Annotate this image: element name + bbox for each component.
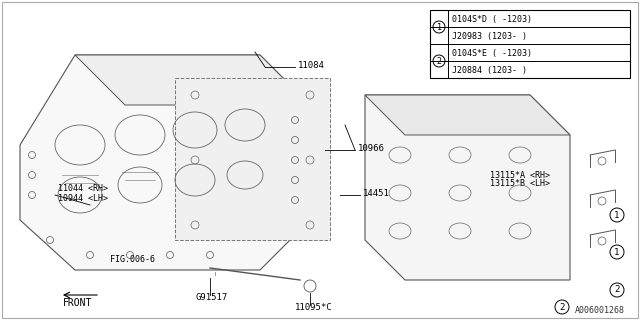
Text: 2: 2 bbox=[614, 285, 620, 294]
Polygon shape bbox=[20, 55, 310, 270]
Text: 0104S*D ( -1203): 0104S*D ( -1203) bbox=[452, 15, 532, 24]
Text: 10944 <LH>: 10944 <LH> bbox=[58, 194, 108, 203]
Polygon shape bbox=[365, 95, 570, 280]
Text: FIG.006-6: FIG.006-6 bbox=[110, 255, 155, 265]
Text: 2: 2 bbox=[436, 57, 442, 66]
Text: J20884 (1203- ): J20884 (1203- ) bbox=[452, 66, 527, 75]
Text: 11095*C: 11095*C bbox=[295, 303, 333, 313]
Text: 0104S*E ( -1203): 0104S*E ( -1203) bbox=[452, 49, 532, 58]
Text: 13115*B <LH>: 13115*B <LH> bbox=[490, 179, 550, 188]
Text: 11084: 11084 bbox=[298, 60, 325, 69]
Text: 2: 2 bbox=[559, 302, 564, 311]
Polygon shape bbox=[75, 55, 310, 105]
Text: A006001268: A006001268 bbox=[575, 306, 625, 315]
Polygon shape bbox=[365, 95, 570, 135]
Text: 13115*A <RH>: 13115*A <RH> bbox=[490, 171, 550, 180]
Polygon shape bbox=[175, 78, 330, 240]
Bar bbox=[430, 10, 630, 78]
Text: 1: 1 bbox=[614, 211, 620, 220]
Text: FRONT: FRONT bbox=[63, 298, 92, 308]
Text: G91517: G91517 bbox=[195, 293, 227, 302]
Text: 1: 1 bbox=[436, 22, 442, 31]
Text: 11044 <RH>: 11044 <RH> bbox=[58, 183, 108, 193]
Text: 14451: 14451 bbox=[363, 188, 390, 197]
Text: J20983 (1203- ): J20983 (1203- ) bbox=[452, 32, 527, 41]
Text: 10966: 10966 bbox=[358, 143, 385, 153]
Text: 1: 1 bbox=[614, 247, 620, 257]
